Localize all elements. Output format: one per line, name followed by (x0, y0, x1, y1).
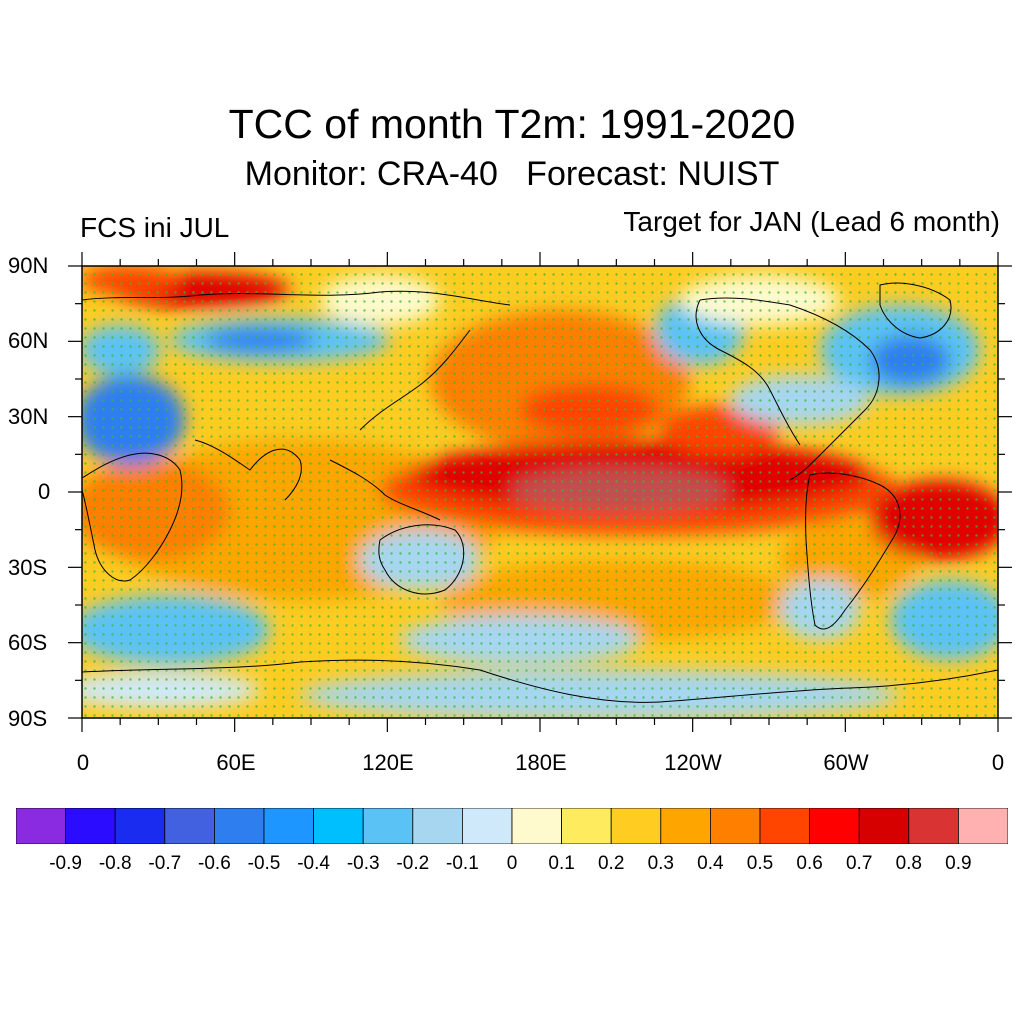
x-tick-label: 180E (515, 750, 567, 775)
colorbar-swatch (164, 808, 215, 844)
y-tick-label: 60N (8, 328, 49, 353)
chart-subtitle: Monitor: CRA-40 Forecast: NUIST (244, 155, 780, 193)
y-tick-label: 60S (8, 630, 48, 655)
colorbar-label: 0 (506, 853, 518, 874)
axis-ticks (68, 252, 1012, 732)
right-label: Target for JAN (Lead 6 month) (623, 206, 1000, 237)
colorbar-swatch (65, 808, 116, 844)
x-tick-label: 120E (362, 750, 414, 775)
colorbar-label: 0.7 (845, 853, 873, 874)
colorbar-swatch (263, 808, 314, 844)
colorbar-label: -0.6 (198, 853, 231, 874)
colorbar-label: 0.2 (597, 853, 625, 874)
colorbar-swatch (858, 808, 910, 844)
colorbar-label: 0.4 (697, 853, 724, 874)
colorbar-swatch (362, 808, 414, 844)
y-tick-label: 90N (8, 253, 49, 278)
colorbar-label: 0.3 (647, 853, 675, 874)
map-field (82, 266, 998, 718)
correlation-map (68, 252, 1012, 732)
y-tick-label: 90S (8, 706, 48, 731)
colorbar-label: -0.4 (297, 853, 330, 874)
colorbar-swatch (412, 808, 463, 844)
x-tick-label: 0 (991, 750, 1005, 775)
colorbar-label: -0.1 (446, 853, 479, 874)
y-tick-label: 0 (38, 479, 51, 504)
colorbar-swatch (561, 808, 612, 844)
colorbar-swatch (461, 808, 513, 844)
colorbar-label: 0.8 (895, 853, 923, 874)
colorbar-swatch (660, 808, 711, 844)
left-label: FCS ini JUL (80, 212, 230, 243)
y-tick-label: 30S (8, 555, 48, 580)
colorbar-label: 0.5 (746, 853, 774, 874)
chart-title: TCC of month T2m: 1991-2020 (228, 101, 796, 147)
colorbar-label: -0.5 (247, 853, 281, 874)
colorbar-label: 0.1 (548, 853, 575, 874)
y-tick-label: 30N (8, 404, 49, 429)
colorbar-swatch (908, 808, 959, 844)
colorbar-swatch (313, 808, 364, 844)
colorbar-label: -0.8 (98, 853, 132, 874)
colorbar-label: -0.3 (346, 853, 380, 874)
colorbar-swatch (610, 808, 662, 844)
colorbar-swatch (759, 808, 810, 844)
colorbar-swatch (511, 808, 562, 844)
colorbar-label: -0.2 (396, 853, 430, 874)
colorbar-label: 0.6 (796, 853, 823, 874)
colorbar-swatch (809, 808, 860, 844)
colorbar-swatch (114, 808, 166, 844)
x-tick-label: 60W (823, 750, 869, 775)
colorbar-swatch (213, 808, 265, 844)
colorbar-swatch (958, 808, 1008, 844)
coastlines (82, 282, 998, 703)
x-tick-label: 120W (664, 750, 722, 775)
x-tick-label: 60E (216, 750, 256, 775)
colorbar-swatch (16, 808, 66, 844)
colorbar (16, 808, 1008, 844)
colorbar-label: 0.9 (945, 853, 972, 874)
colorbar-swatch (710, 808, 761, 844)
x-tick-label: 0 (76, 750, 90, 775)
colorbar-label: -0.7 (148, 853, 182, 874)
colorbar-label: -0.9 (49, 853, 82, 874)
